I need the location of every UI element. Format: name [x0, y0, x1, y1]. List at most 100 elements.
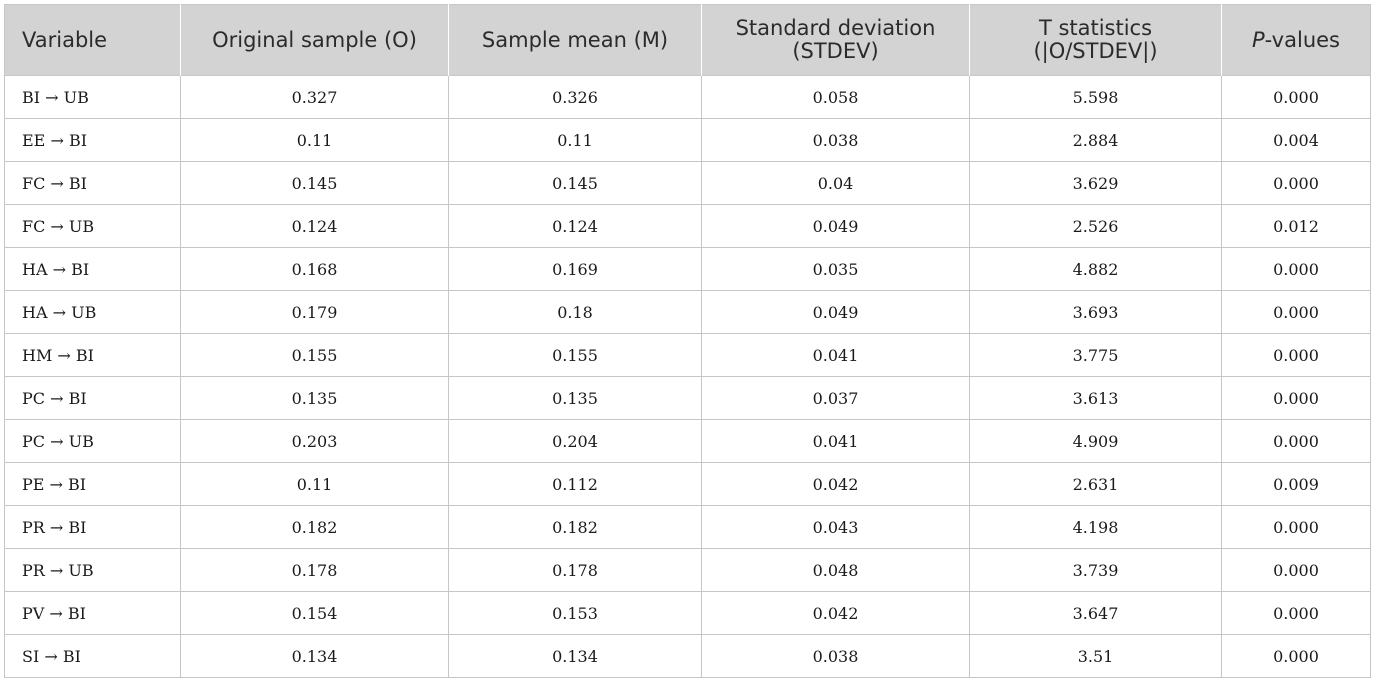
- cell-stdev: 0.042: [701, 462, 970, 506]
- cell-p-value: 0.000: [1221, 75, 1371, 119]
- table-row: PC → UB 0.203 0.204 0.041 4.909 0.000: [4, 419, 1371, 463]
- cell-original-sample: 0.179: [180, 290, 449, 334]
- cell-t-statistic: 3.775: [969, 333, 1222, 377]
- header-t-statistics: T statistics (|O/STDEV|): [969, 4, 1222, 76]
- cell-p-value: 0.000: [1221, 376, 1371, 420]
- cell-t-statistic: 2.631: [969, 462, 1222, 506]
- cell-original-sample: 0.178: [180, 548, 449, 592]
- cell-variable: PC → UB: [4, 419, 181, 463]
- cell-variable: HA → UB: [4, 290, 181, 334]
- table-row: PR → BI 0.182 0.182 0.043 4.198 0.000: [4, 505, 1371, 549]
- cell-variable: PE → BI: [4, 462, 181, 506]
- cell-original-sample: 0.124: [180, 204, 449, 248]
- table-body: BI → UB 0.327 0.326 0.058 5.598 0.000 EE → BI 0…: [4, 75, 1371, 678]
- cell-t-statistic: 3.613: [969, 376, 1222, 420]
- cell-t-statistic: 2.884: [969, 118, 1222, 162]
- cell-sample-mean: 0.182: [448, 505, 702, 549]
- header-line: T statistics: [1038, 16, 1153, 40]
- cell-sample-mean: 0.326: [448, 75, 702, 119]
- cell-variable: FC → UB: [4, 204, 181, 248]
- header-line: Variable: [22, 27, 108, 52]
- cell-variable: EE → BI: [4, 118, 181, 162]
- cell-stdev: 0.058: [701, 75, 970, 119]
- cell-original-sample: 0.182: [180, 505, 449, 549]
- cell-p-value: 0.000: [1221, 634, 1371, 678]
- table-row: HA → UB 0.179 0.18 0.049 3.693 0.000: [4, 290, 1371, 334]
- cell-p-value: 0.000: [1221, 548, 1371, 592]
- cell-sample-mean: 0.134: [448, 634, 702, 678]
- table-row: PC → BI 0.135 0.135 0.037 3.613 0.000: [4, 376, 1371, 420]
- header-standard-deviation: Standard deviation (STDEV): [701, 4, 970, 76]
- cell-variable: FC → BI: [4, 161, 181, 205]
- cell-p-value: 0.000: [1221, 161, 1371, 205]
- cell-original-sample: 0.155: [180, 333, 449, 377]
- header-p-values: P-values: [1221, 4, 1371, 76]
- cell-stdev: 0.048: [701, 548, 970, 592]
- cell-original-sample: 0.11: [180, 118, 449, 162]
- cell-stdev: 0.038: [701, 634, 970, 678]
- cell-sample-mean: 0.124: [448, 204, 702, 248]
- cell-original-sample: 0.145: [180, 161, 449, 205]
- cell-p-value: 0.000: [1221, 247, 1371, 291]
- cell-t-statistic: 4.882: [969, 247, 1222, 291]
- table-header-row: Variable Original sample (O) Sample mean…: [4, 4, 1371, 76]
- cell-variable: HA → BI: [4, 247, 181, 291]
- cell-original-sample: 0.327: [180, 75, 449, 119]
- cell-t-statistic: 2.526: [969, 204, 1222, 248]
- cell-sample-mean: 0.145: [448, 161, 702, 205]
- cell-sample-mean: 0.18: [448, 290, 702, 334]
- table-row: HA → BI 0.168 0.169 0.035 4.882 0.000: [4, 247, 1371, 291]
- cell-stdev: 0.049: [701, 290, 970, 334]
- cell-p-value: 0.000: [1221, 333, 1371, 377]
- cell-t-statistic: 4.909: [969, 419, 1222, 463]
- cell-sample-mean: 0.112: [448, 462, 702, 506]
- cell-variable: PV → BI: [4, 591, 181, 635]
- cell-p-value: 0.009: [1221, 462, 1371, 506]
- table-row: FC → UB 0.124 0.124 0.049 2.526 0.012: [4, 204, 1371, 248]
- header-p-italic: P: [1252, 27, 1265, 52]
- table-row: EE → BI 0.11 0.11 0.038 2.884 0.004: [4, 118, 1371, 162]
- cell-stdev: 0.04: [701, 161, 970, 205]
- cell-p-value: 0.000: [1221, 505, 1371, 549]
- header-original-sample: Original sample (O): [180, 4, 449, 76]
- header-sample-mean: Sample mean (M): [448, 4, 702, 76]
- cell-sample-mean: 0.135: [448, 376, 702, 420]
- cell-stdev: 0.035: [701, 247, 970, 291]
- cell-p-value: 0.004: [1221, 118, 1371, 162]
- cell-variable: PR → BI: [4, 505, 181, 549]
- cell-p-value: 0.000: [1221, 419, 1371, 463]
- header-p-rest: -values: [1264, 27, 1340, 52]
- header-line: Sample mean (M): [481, 27, 669, 52]
- table-row: PR → UB 0.178 0.178 0.048 3.739 0.000: [4, 548, 1371, 592]
- header-line: Standard deviation: [735, 16, 936, 40]
- cell-stdev: 0.043: [701, 505, 970, 549]
- cell-variable: PC → BI: [4, 376, 181, 420]
- cell-stdev: 0.049: [701, 204, 970, 248]
- cell-t-statistic: 3.739: [969, 548, 1222, 592]
- cell-original-sample: 0.154: [180, 591, 449, 635]
- cell-sample-mean: 0.153: [448, 591, 702, 635]
- cell-t-statistic: 3.693: [969, 290, 1222, 334]
- cell-sample-mean: 0.178: [448, 548, 702, 592]
- header-line: (|O/STDEV|): [1033, 39, 1158, 63]
- cell-variable: PR → UB: [4, 548, 181, 592]
- cell-t-statistic: 4.198: [969, 505, 1222, 549]
- table-row: SI → BI 0.134 0.134 0.038 3.51 0.000: [4, 634, 1371, 678]
- table-row: PV → BI 0.154 0.153 0.042 3.647 0.000: [4, 591, 1371, 635]
- cell-original-sample: 0.134: [180, 634, 449, 678]
- header-line: (STDEV): [792, 39, 879, 63]
- cell-p-value: 0.000: [1221, 591, 1371, 635]
- cell-t-statistic: 3.51: [969, 634, 1222, 678]
- cell-sample-mean: 0.204: [448, 419, 702, 463]
- table-row: HM → BI 0.155 0.155 0.041 3.775 0.000: [4, 333, 1371, 377]
- cell-variable: BI → UB: [4, 75, 181, 119]
- table-row: FC → BI 0.145 0.145 0.04 3.629 0.000: [4, 161, 1371, 205]
- cell-stdev: 0.038: [701, 118, 970, 162]
- cell-sample-mean: 0.155: [448, 333, 702, 377]
- cell-stdev: 0.037: [701, 376, 970, 420]
- cell-stdev: 0.042: [701, 591, 970, 635]
- cell-t-statistic: 5.598: [969, 75, 1222, 119]
- cell-t-statistic: 3.629: [969, 161, 1222, 205]
- cell-variable: SI → BI: [4, 634, 181, 678]
- cell-p-value: 0.012: [1221, 204, 1371, 248]
